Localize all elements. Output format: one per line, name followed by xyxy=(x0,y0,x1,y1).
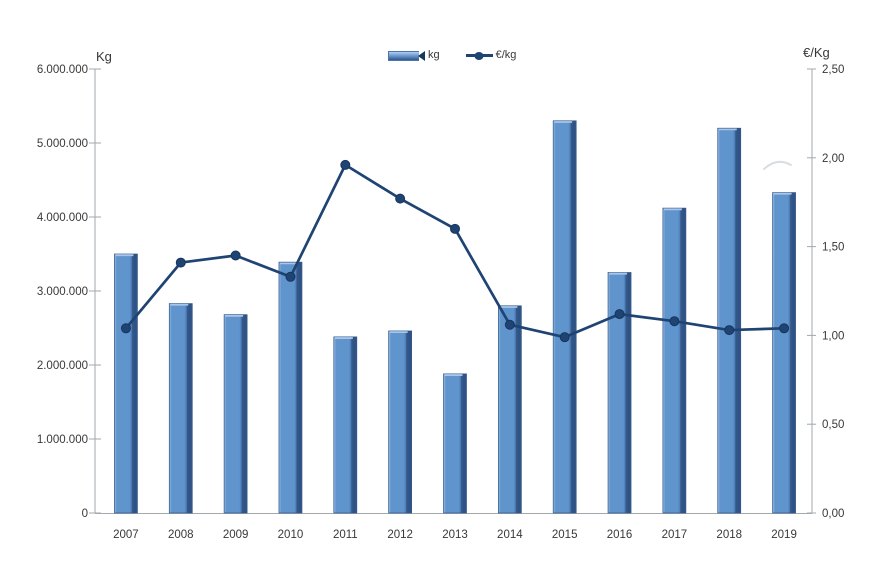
smudge-artifact xyxy=(763,160,792,170)
x-axis-label-2009: 2009 xyxy=(223,529,249,541)
legend-label-eur-per-kg: €/kg xyxy=(495,49,517,61)
x-axis-label-2012: 2012 xyxy=(387,529,413,541)
left-axis-title: Kg xyxy=(96,49,112,64)
point-2010 xyxy=(285,271,296,282)
left-axis-tick-label-6.000.000: 6.000.000 xyxy=(37,64,88,76)
legend-label-kg: kg xyxy=(428,49,440,61)
x-axis-label-2013: 2013 xyxy=(442,529,468,541)
point-2011 xyxy=(340,159,351,170)
x-axis-label-2017: 2017 xyxy=(662,529,688,541)
bar-2012 xyxy=(388,330,413,514)
point-2019 xyxy=(779,323,790,334)
point-2017 xyxy=(669,316,680,327)
left-axis-tick-label-2.000.000: 2.000.000 xyxy=(37,360,88,372)
bar-swatch-tip-icon xyxy=(418,50,425,61)
bar-2008 xyxy=(168,303,193,514)
point-2015 xyxy=(559,332,570,343)
line-marker-icon xyxy=(474,51,484,60)
legend-item-kg: kg xyxy=(388,50,440,61)
point-2014 xyxy=(504,319,515,330)
point-2013 xyxy=(450,223,460,234)
left-axis-tick-label-5.000.000: 5.000.000 xyxy=(37,138,88,150)
right-axis-tick-label-0,00: 0,00 xyxy=(822,508,844,520)
bar-2013 xyxy=(443,373,467,514)
right-axis-tick-label-0,50: 0,50 xyxy=(822,419,844,431)
bar-2017 xyxy=(662,207,687,514)
point-2009 xyxy=(230,250,241,261)
bar-2015 xyxy=(552,120,577,514)
point-2016 xyxy=(614,309,625,320)
left-axis-tick-label-3.000.000: 3.000.000 xyxy=(37,286,88,298)
x-axis-label-2008: 2008 xyxy=(168,529,194,541)
left-axis-tick-label-1.000.000: 1.000.000 xyxy=(37,434,88,446)
bar-series-swatch-icon xyxy=(388,50,419,61)
right-axis-title: €/Kg xyxy=(803,45,830,60)
point-2007 xyxy=(120,323,131,334)
x-axis-label-2011: 2011 xyxy=(333,529,358,541)
plot-area: 0 1.000.000 2.000.000 3.000.000 4.000.000 5.0… xyxy=(37,64,845,541)
bar-2009 xyxy=(223,314,248,514)
point-2008 xyxy=(175,257,186,268)
x-axis-label-2015: 2015 xyxy=(552,529,578,541)
right-axis-tick-label-1,00: 1,00 xyxy=(822,330,844,342)
point-2018 xyxy=(724,325,735,336)
left-axis-tick-label-4.000.000: 4.000.000 xyxy=(37,212,88,224)
bar-2018 xyxy=(717,127,742,514)
legend: kg €/kg xyxy=(388,50,516,61)
right-axis-tick-label-2,50: 2,50 xyxy=(822,64,844,76)
x-axis-label-2019: 2019 xyxy=(771,529,797,541)
bar-2019 xyxy=(772,192,796,514)
bar-2014 xyxy=(497,305,522,514)
right-axis-tick-label-2,00: 2,00 xyxy=(822,153,844,165)
bar-2011 xyxy=(333,336,358,514)
x-axis-label-2010: 2010 xyxy=(278,529,304,541)
x-axis-label-2014: 2014 xyxy=(497,529,523,541)
left-axis-tick-label-0: 0 xyxy=(82,508,88,520)
point-2012 xyxy=(395,193,406,204)
bar-2007 xyxy=(114,253,138,514)
x-axis-label-2016: 2016 xyxy=(607,529,633,541)
right-axis-tick-label-1,50: 1,50 xyxy=(822,242,844,254)
line-series-swatch-icon xyxy=(465,51,493,60)
bar-2016 xyxy=(607,272,632,514)
x-axis-label-2018: 2018 xyxy=(716,529,742,541)
legend-item-eur-per-kg: €/kg xyxy=(465,49,517,61)
x-axis-label-2007: 2007 xyxy=(113,529,139,541)
bar-2010 xyxy=(278,261,303,514)
